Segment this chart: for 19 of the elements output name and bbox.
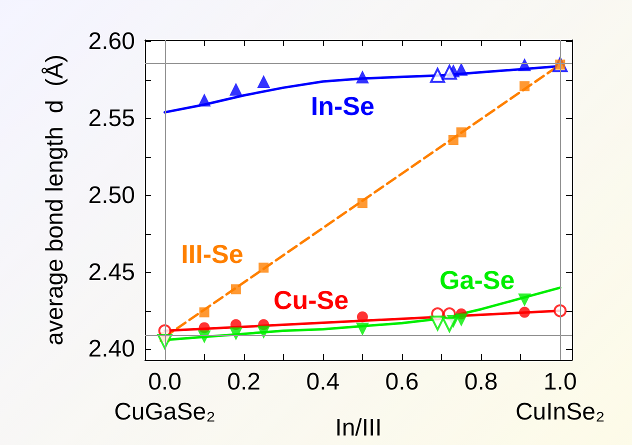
text: CuInSe₂ (515, 398, 605, 426)
x-tick-label: 0.4 (306, 368, 340, 396)
x-tick-label: 0.6 (385, 368, 419, 396)
x-axis-title: In/III (335, 414, 382, 442)
series-label: Ga-Se (440, 265, 515, 295)
x-tick-label: 1.0 (543, 368, 577, 396)
series-label: Cu-Se (273, 285, 349, 315)
x-tick-label: 0.8 (464, 368, 498, 396)
x-tick-label: 0.2 (227, 368, 261, 396)
y-tick-label: 2.55 (88, 104, 135, 132)
y-axis-title: average bond length d (Å) (42, 54, 68, 346)
y-tick-label: 2.45 (88, 258, 135, 286)
y-tick-label: 2.50 (88, 182, 135, 209)
y-tick-label: 2.60 (88, 28, 135, 56)
series-label: In-Se (310, 91, 374, 122)
y-tick-label: 2.40 (88, 336, 135, 363)
text: CuGaSe₂ (114, 398, 216, 426)
x-tick-label: 0.0 (148, 368, 182, 396)
series-label: III-Se (181, 238, 244, 269)
